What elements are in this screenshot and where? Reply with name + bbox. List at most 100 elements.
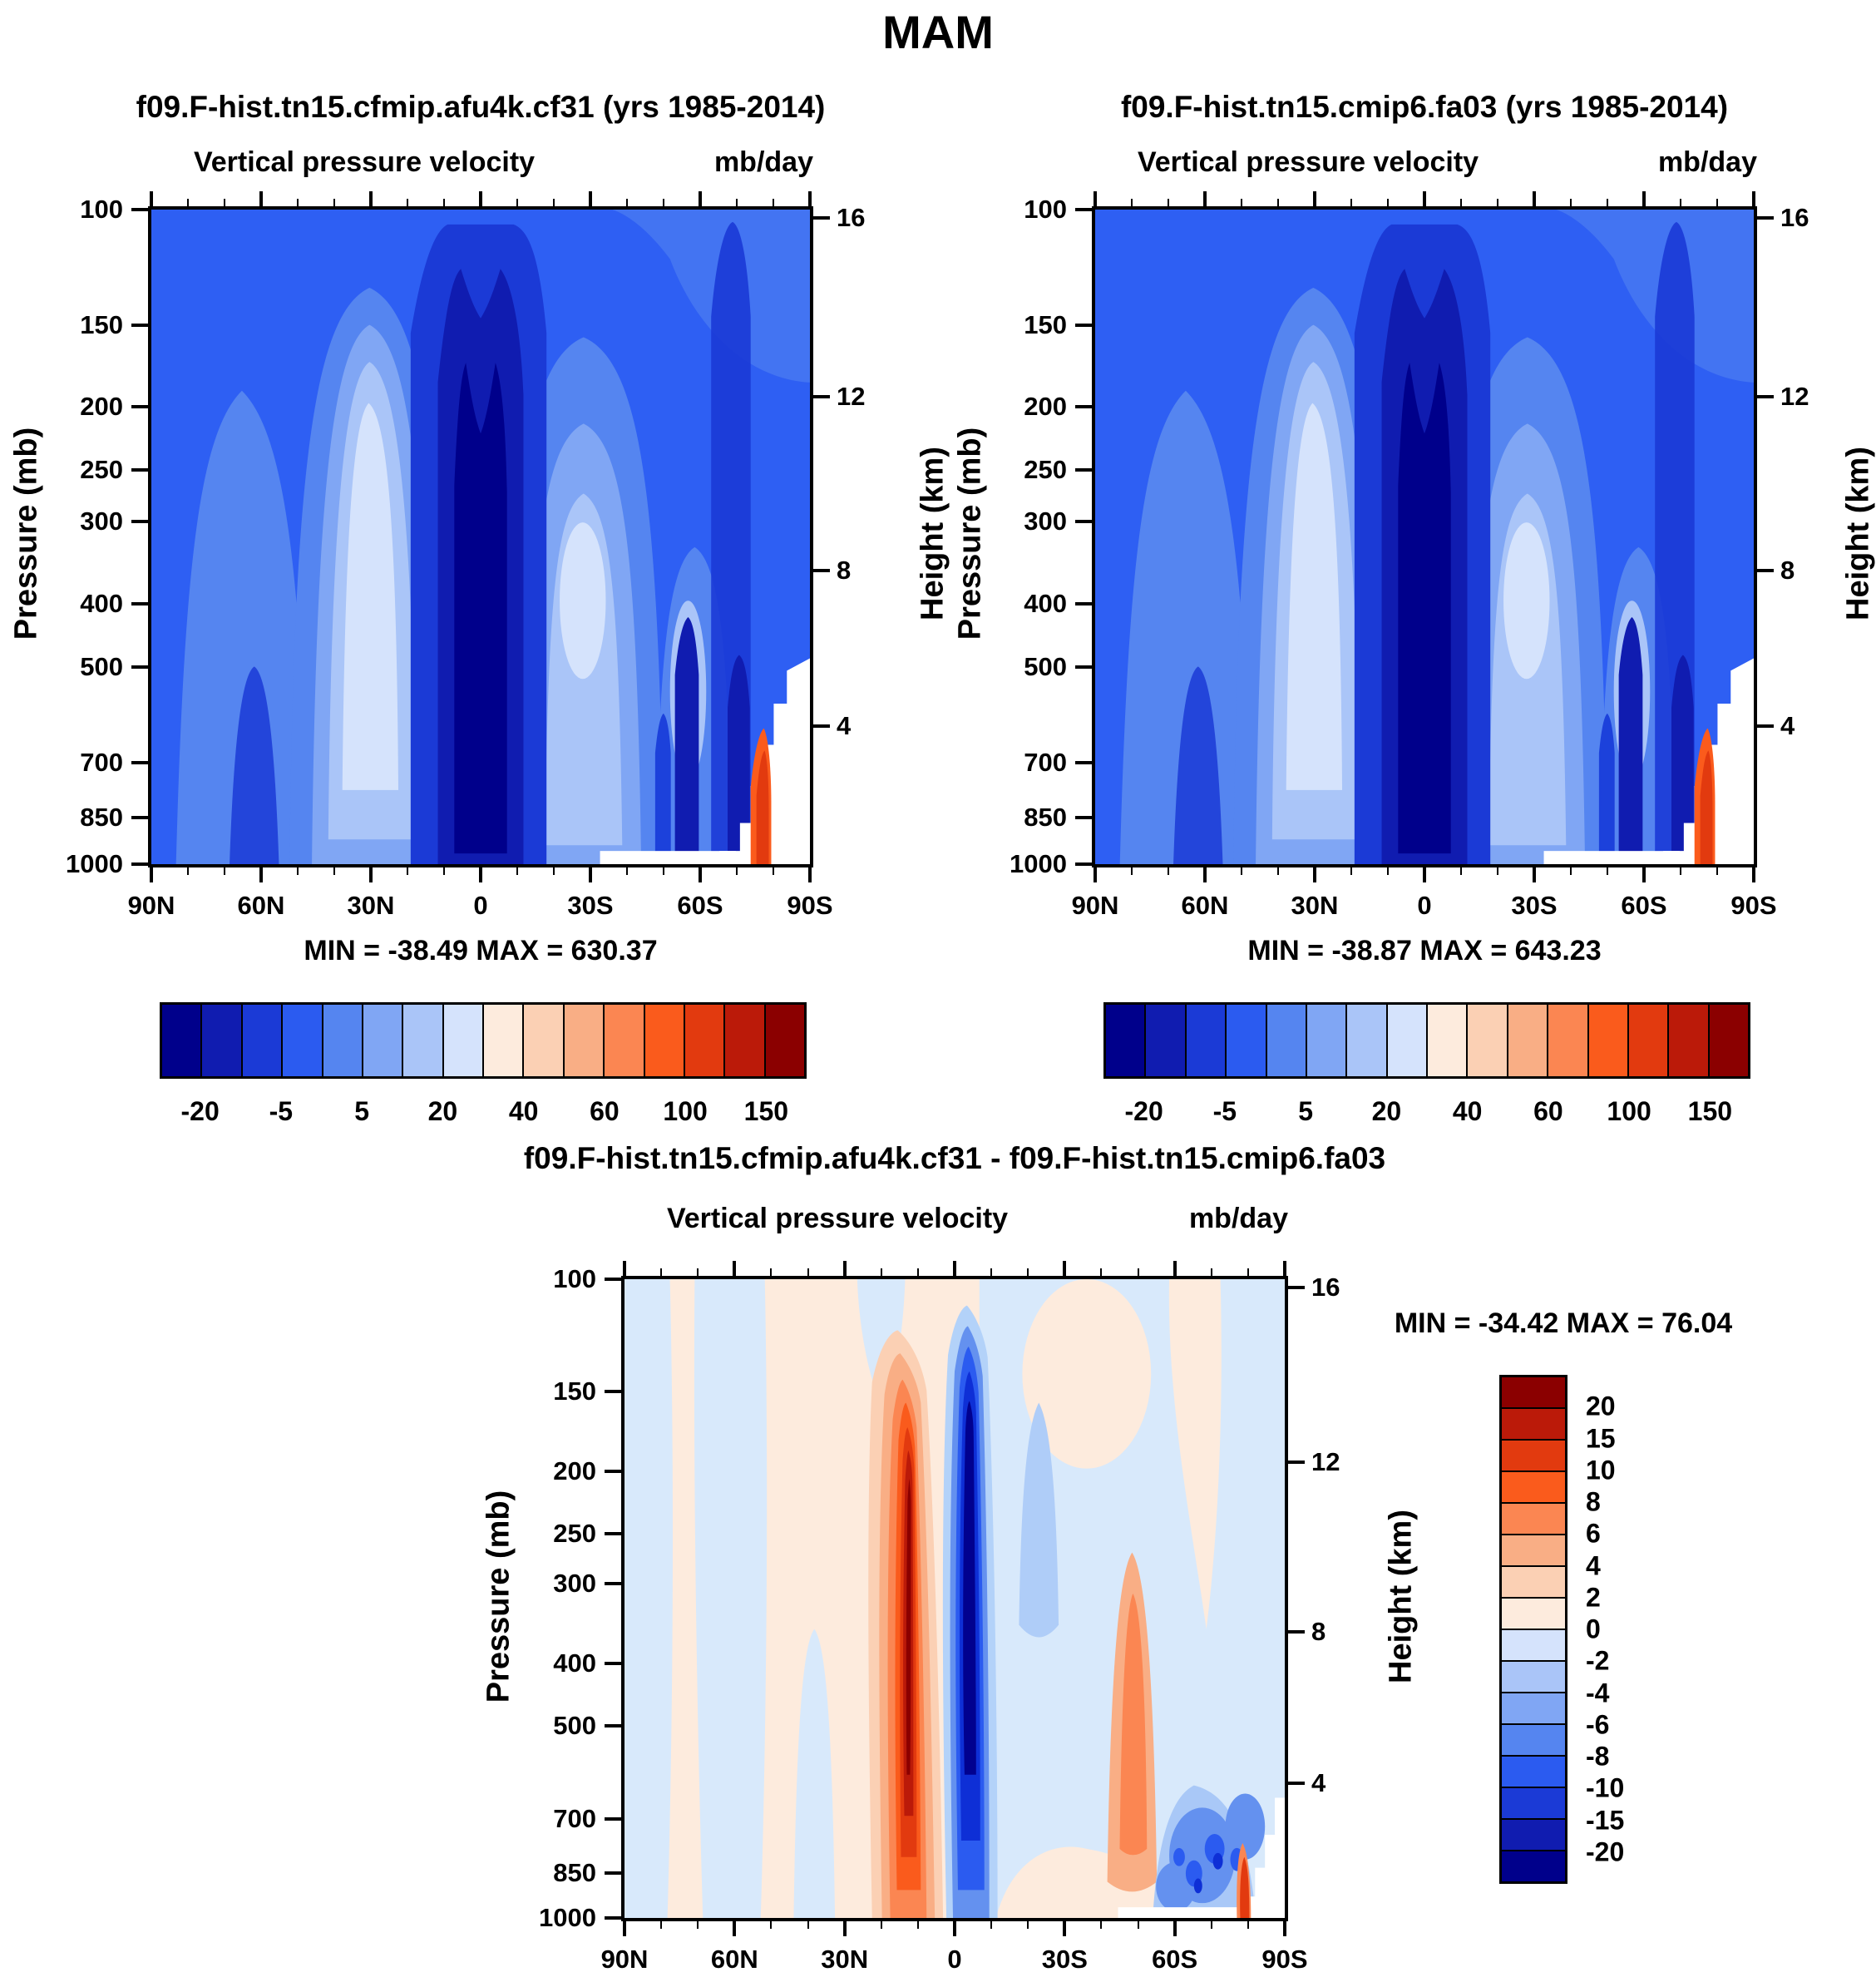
colorbar-cell [1709,1005,1748,1076]
latitude-tick-label: 30N [1291,891,1339,920]
latitude-tick [660,1268,663,1279]
latitude-tick [626,199,628,210]
colorbar-cell [1502,1599,1565,1630]
latitude-tick-label: 60N [710,1945,758,1974]
colorbar-tick-label: 40 [508,1096,539,1126]
minmax-top-right: MIN = -38.87 MAX = 643.23 [1247,935,1602,966]
colorbar-cell [1502,1377,1565,1409]
pressure-tick-label: 500 [1024,652,1067,682]
antarctic-downdraft-maximum [1700,750,1713,864]
colorbar-tick-label: 6 [1586,1518,1601,1549]
colorbar-cell [644,1005,685,1076]
latitude-tick-label: 30N [821,1945,869,1974]
units-label-top-left: mb/day [713,146,813,178]
latitude-tick [1642,864,1646,882]
latitude-tick [663,199,664,210]
positive-diff-core [906,1478,911,1775]
colorbar-cell [765,1005,804,1076]
latitude-tick [623,1918,626,1936]
pressure-tick-label: 500 [80,652,123,682]
pressure-tick-label: 500 [553,1710,596,1740]
colorbar-cell [1266,1005,1307,1076]
latitude-tick [1100,1268,1103,1279]
latitude-tick [1570,199,1572,210]
height-tick-label: 16 [1311,1272,1340,1302]
colorbar-tick-label: -6 [1586,1709,1610,1740]
latitude-tick [1570,864,1572,875]
colorbar-cell [1502,1820,1565,1851]
pressure-tick [131,601,151,605]
colorbar-cell [403,1005,444,1076]
latitude-tick [368,191,373,210]
colorbar-tick-label: 150 [743,1096,789,1126]
latitude-tick [187,864,189,875]
latitude-tick [990,1918,993,1929]
latitude-tick [953,1261,956,1279]
plot-difference: 90N 60N 30N 0 30S 60S 90S 100 150 200 250 300 400 500… [539,1261,1340,1974]
latitude-tick [1607,199,1608,210]
pressure-tick-label: 850 [553,1857,596,1887]
colorbar-tick-label: -4 [1586,1678,1610,1708]
pressure-tick [605,1723,625,1727]
pressure-tick [131,468,151,472]
latitude-tick [1137,1268,1139,1279]
latitude-tick [224,864,225,875]
pressure-tick-label: 100 [553,1264,596,1293]
pressure-tick-label: 100 [1024,195,1067,224]
height-tick [1754,215,1774,220]
pressure-tick [605,1278,625,1281]
latitude-tick [736,199,738,210]
contour-field-top-left [151,210,810,864]
latitude-tick [516,864,518,875]
latitude-tick [1312,864,1316,882]
colorbar-cell [524,1005,565,1076]
latitude-tick [1716,199,1718,210]
pressure-tick-label: 250 [1024,455,1067,485]
latitude-tick [1027,1268,1029,1279]
latitude-tick [1277,199,1279,210]
latitude-tick [1752,864,1755,882]
colorbar-tick-label: -15 [1586,1805,1625,1835]
latitude-tick [588,191,592,210]
plot-top-right: 90N 60N 30N 0 30S 60S 90S 100 150 200 250 300 400 500… [1010,191,1809,920]
pressure-tick-label: 400 [553,1648,596,1678]
height-tick [1285,1782,1305,1786]
colorbar-cell [1502,1757,1565,1788]
latitude-tick [736,864,738,875]
latitude-tick [479,864,482,882]
colorbar-cell [1347,1005,1388,1076]
pressure-tick-label: 850 [80,803,123,833]
latitude-tick [1752,191,1755,210]
colorbar-tick-label: 60 [590,1096,620,1126]
latitude-tick [516,199,518,210]
height-axis-label-top-left: Height (km) [915,447,950,620]
height-tick [810,395,830,399]
latitude-tick [1247,1268,1249,1279]
pressure-tick-label: 1000 [539,1903,596,1932]
pressure-tick [131,862,151,866]
height-axis-label-difference: Height (km) [1383,1510,1419,1683]
latitude-tick [588,864,592,882]
field-label-top-right: Vertical pressure velocity [1137,146,1479,178]
pressure-axis-label-top-right: Pressure (mb) [952,427,988,640]
latitude-tick [1094,191,1097,210]
colorbar-cell [725,1005,766,1076]
equatorial-updraft-core [1398,363,1451,854]
latitude-tick [1387,864,1389,875]
colorbar-cell [1502,1567,1565,1599]
colorbar-tick-label: 20 [1371,1096,1402,1126]
latitude-tick-label: 30N [347,891,395,920]
colorbar-cell [484,1005,525,1076]
latitude-tick [1532,864,1536,882]
latitude-tick [773,864,774,875]
height-tick [810,724,830,729]
colorbar-tick-label: 0 [1586,1614,1601,1644]
latitude-tick [1210,1918,1212,1929]
pressure-tick-label: 150 [80,309,123,339]
latitude-tick [916,1268,919,1279]
colorbar-tick-label: 8 [1586,1486,1601,1517]
page-title: MAM [882,6,994,58]
pressure-tick-label: 250 [553,1518,596,1548]
latitude-tick [1202,864,1207,882]
